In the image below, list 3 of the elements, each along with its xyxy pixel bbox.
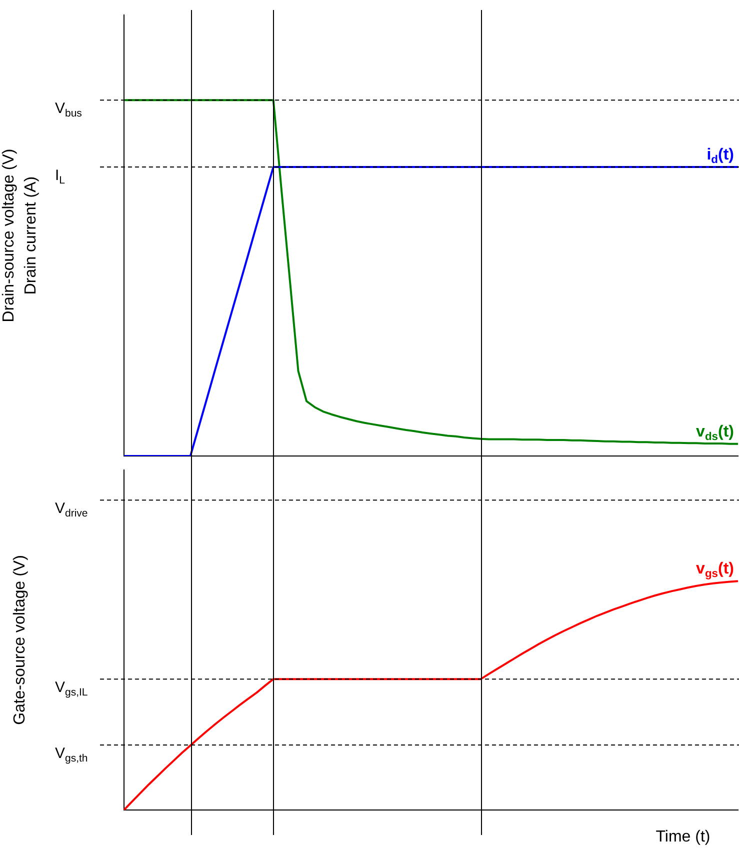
x-axis-title: Time (t) [656, 828, 710, 846]
y-axis-title: Drain-source voltage (V) Drain current (A) [0, 148, 40, 322]
y-axis-title: Gate-source voltage (V) [11, 555, 28, 725]
